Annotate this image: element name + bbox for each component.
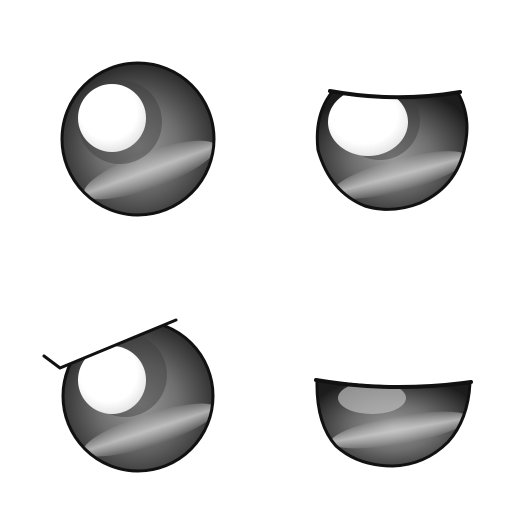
slanted-eyelid-line [42,318,178,370]
eye-half-closed [315,89,469,211]
eye-highlight [328,92,408,156]
eye-highlight [78,84,146,152]
eye-squint [314,378,473,468]
eye-angry [40,300,215,473]
eye-highlight [78,346,146,414]
upper-eyelid-line [314,378,473,390]
eye-open [60,61,216,217]
upper-eyelid-line [328,89,462,100]
eye-highlight [338,382,406,414]
